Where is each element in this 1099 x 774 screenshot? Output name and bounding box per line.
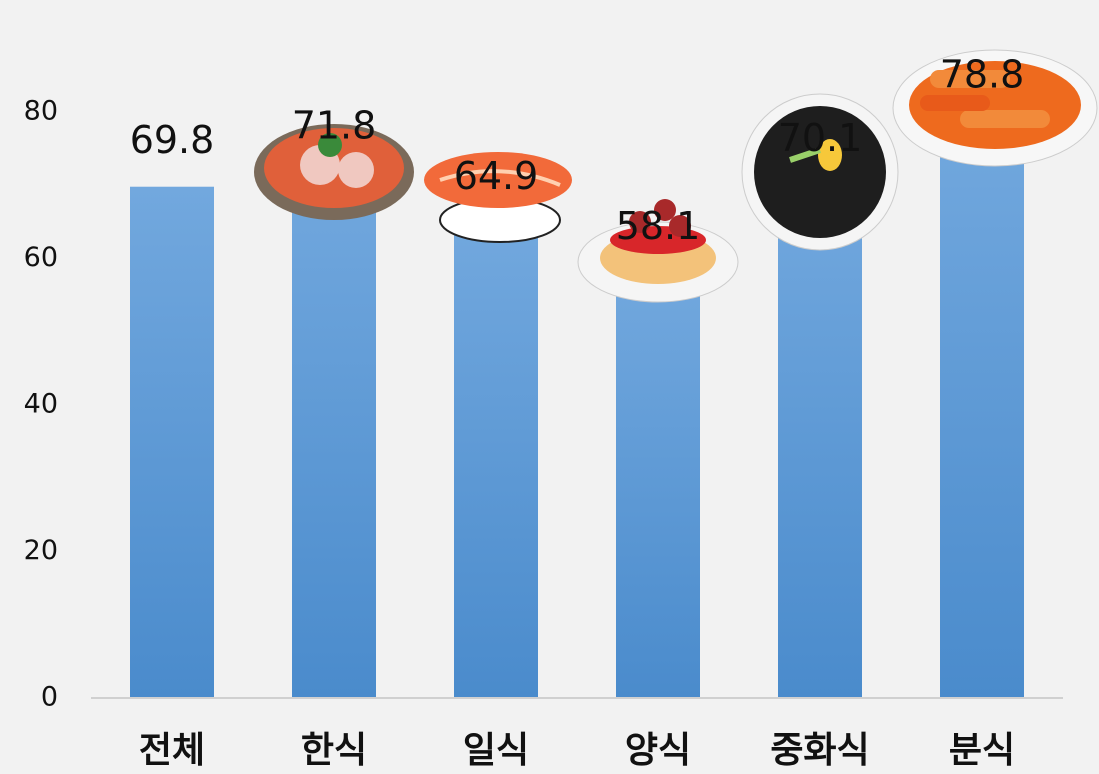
- y-tick-label: 80: [24, 96, 58, 127]
- category-label: 한식: [301, 730, 367, 771]
- y-tick-label: 0: [41, 682, 58, 713]
- bar: [778, 185, 862, 698]
- value-label: 69.8: [130, 118, 215, 162]
- value-label: 58.1: [616, 204, 701, 248]
- category-label: 일식: [463, 730, 529, 771]
- y-tick-label: 40: [24, 389, 58, 420]
- y-tick-label: 60: [24, 242, 58, 273]
- bar: [130, 187, 214, 698]
- category-label: 중화식: [770, 730, 869, 771]
- category-label: 양식: [625, 730, 691, 771]
- value-label: 70.1: [778, 116, 863, 160]
- category-label: 전체: [139, 730, 205, 771]
- category-label: 분식: [949, 730, 1015, 771]
- value-label: 78.8: [940, 52, 1025, 96]
- bar: [940, 121, 1024, 698]
- value-label: 64.9: [454, 154, 539, 198]
- bar: [292, 172, 376, 698]
- value-label: 71.8: [292, 104, 377, 148]
- chart: 0 20 40 60 80 전체 한식 일식 양식 중화식 분식: [0, 0, 1099, 774]
- page: {"chart_data": {"type": "bar", "categori…: [0, 0, 1099, 774]
- bar: [616, 272, 700, 698]
- bar: [454, 223, 538, 698]
- y-tick-label: 20: [24, 535, 58, 566]
